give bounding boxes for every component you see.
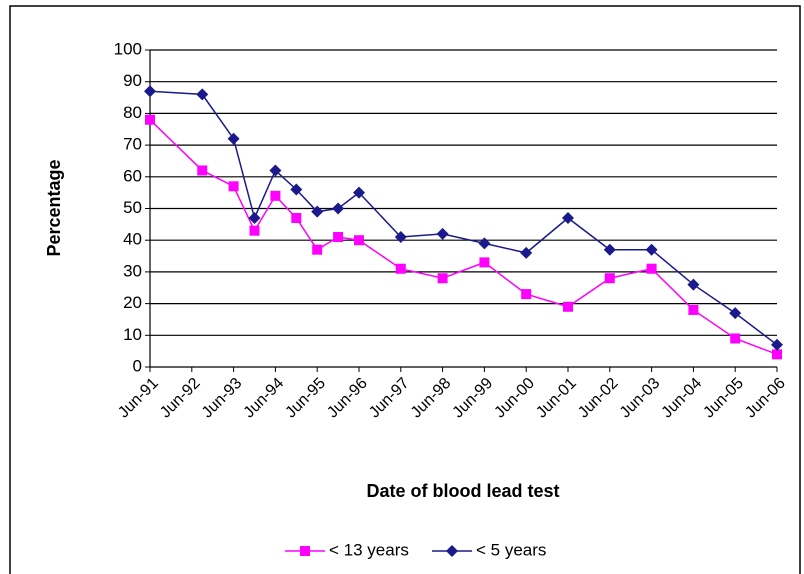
data-point xyxy=(646,263,657,274)
data-point xyxy=(520,246,533,259)
legend-label: < 5 years xyxy=(476,540,546,559)
data-point xyxy=(196,88,209,101)
legend-label: < 13 years xyxy=(329,540,409,559)
y-tick-label: 90 xyxy=(123,71,142,90)
data-point xyxy=(354,235,364,246)
y-tick-label: 70 xyxy=(123,135,142,154)
data-point xyxy=(333,232,344,243)
chart-frame xyxy=(9,5,801,574)
y-tick-label: 20 xyxy=(123,293,142,312)
x-axis-label: Date of blood lead test xyxy=(366,481,559,501)
data-point xyxy=(248,212,261,225)
data-point xyxy=(437,273,448,284)
y-tick-label: 30 xyxy=(123,261,142,280)
data-point xyxy=(478,237,491,250)
data-point xyxy=(645,243,658,256)
data-point xyxy=(563,301,573,312)
data-point xyxy=(227,132,240,145)
y-tick-label: 60 xyxy=(123,166,142,185)
data-point xyxy=(687,278,700,291)
data-point xyxy=(521,289,532,300)
data-point xyxy=(772,349,782,360)
data-point xyxy=(144,85,156,98)
y-axis-label: Percentage xyxy=(44,159,64,256)
data-point xyxy=(436,227,449,240)
y-tick-label: 100 xyxy=(114,39,142,58)
data-point xyxy=(730,333,741,344)
data-point xyxy=(291,213,302,224)
y-tick-label: 50 xyxy=(123,198,142,217)
data-point xyxy=(562,212,574,225)
y-tick-label: 80 xyxy=(123,103,142,122)
legend-marker xyxy=(300,546,310,556)
data-point xyxy=(312,244,323,255)
y-tick-label: 10 xyxy=(123,325,142,344)
data-point xyxy=(394,231,407,244)
data-point xyxy=(353,186,365,199)
data-point xyxy=(311,205,324,218)
data-point xyxy=(771,338,783,351)
data-point xyxy=(604,273,615,284)
y-tick-label: 40 xyxy=(123,230,142,249)
data-point xyxy=(270,190,281,201)
data-point xyxy=(290,183,303,196)
legend-marker xyxy=(446,545,458,557)
data-point xyxy=(228,181,239,192)
y-tick-label: 0 xyxy=(133,356,142,375)
data-point xyxy=(332,202,345,215)
data-point xyxy=(729,307,742,320)
data-point xyxy=(197,165,208,176)
data-point xyxy=(603,243,616,256)
data-point xyxy=(269,164,282,177)
data-point xyxy=(479,257,490,268)
data-point xyxy=(395,263,406,274)
data-point xyxy=(145,114,155,125)
data-point xyxy=(688,304,699,315)
data-point xyxy=(249,225,260,236)
